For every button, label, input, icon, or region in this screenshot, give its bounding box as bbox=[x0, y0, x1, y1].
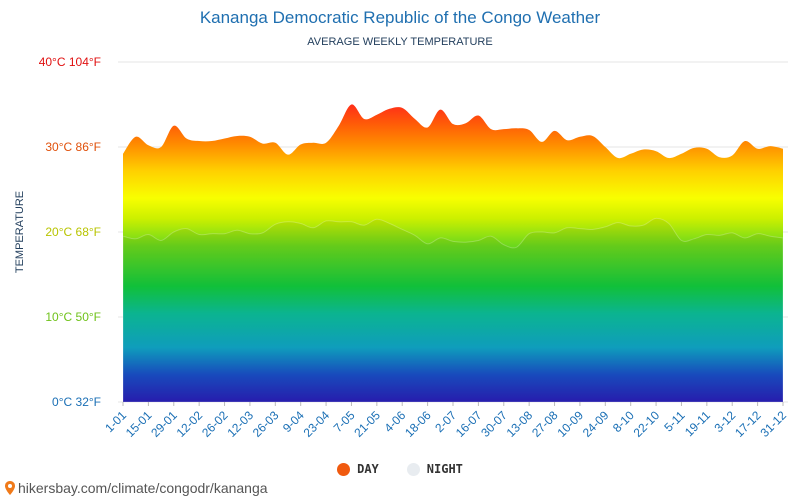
map-pin-icon bbox=[5, 481, 15, 495]
x-tick-label: 12-02 bbox=[174, 408, 206, 440]
x-tick-label: 27-08 bbox=[529, 408, 561, 440]
x-tick-label: 31-12 bbox=[758, 408, 790, 440]
night-series-area bbox=[122, 217, 784, 403]
x-tick-label: 18-06 bbox=[402, 408, 434, 440]
source-link[interactable]: hikersbay.com/climate/congodr/kananga bbox=[4, 480, 268, 496]
y-tick-label: 0°C 32°F bbox=[52, 395, 101, 409]
x-tick-label: 13-08 bbox=[504, 408, 536, 440]
x-tick-label: 19-11 bbox=[682, 408, 713, 439]
night-series-shade bbox=[123, 218, 783, 402]
area-series bbox=[122, 104, 784, 403]
x-tick-label: 29-01 bbox=[148, 408, 180, 440]
y-axis-ticks: 0°C 32°F 10°C 50°F 20°C 68°F 30°C 86°F 40°C … bbox=[39, 55, 101, 409]
x-tick-label: 26-03 bbox=[250, 408, 282, 440]
x-tick-label: 22-10 bbox=[631, 408, 663, 440]
y-tick-label: 20°C 68°F bbox=[45, 225, 101, 239]
x-tick-label: 10-09 bbox=[554, 408, 586, 440]
chart-subtitle: AVERAGE WEEKLY TEMPERATURE bbox=[307, 36, 493, 48]
y-tick-label: 30°C 86°F bbox=[45, 140, 101, 154]
x-tick-label: 17-12 bbox=[732, 408, 764, 440]
day-dot-icon bbox=[337, 462, 351, 476]
night-dot-icon bbox=[406, 462, 420, 476]
x-tick-label: 23-04 bbox=[301, 408, 333, 440]
x-tick-label: 26-02 bbox=[199, 408, 231, 440]
chart-title: Kananga Democratic Republic of the Congo… bbox=[199, 8, 601, 27]
x-tick-label: 12-03 bbox=[224, 408, 256, 440]
y-tick-label: 10°C 50°F bbox=[45, 310, 101, 324]
x-axis-ticks: 1-0115-0129-0112-0226-0212-0326-039-0423… bbox=[102, 402, 789, 440]
legend-day[interactable]: DAY bbox=[337, 462, 379, 476]
legend-day-label: DAY bbox=[357, 462, 379, 476]
legend-night[interactable]: NIGHT bbox=[406, 462, 463, 476]
x-tick-label: 30-07 bbox=[478, 408, 510, 440]
x-tick-label: 21-05 bbox=[351, 408, 383, 440]
x-tick-label: 15-01 bbox=[123, 408, 155, 440]
source-text: hikersbay.com/climate/congodr/kananga bbox=[18, 480, 268, 496]
y-tick-label: 40°C 104°F bbox=[39, 55, 101, 69]
legend: DAY NIGHT bbox=[0, 462, 800, 476]
x-tick-label: 16-07 bbox=[453, 408, 485, 440]
temperature-chart: 0°C 32°F 10°C 50°F 20°C 68°F 30°C 86°F 40°C … bbox=[39, 55, 790, 440]
x-tick-label: 24-09 bbox=[580, 408, 612, 440]
legend-night-label: NIGHT bbox=[426, 462, 463, 476]
